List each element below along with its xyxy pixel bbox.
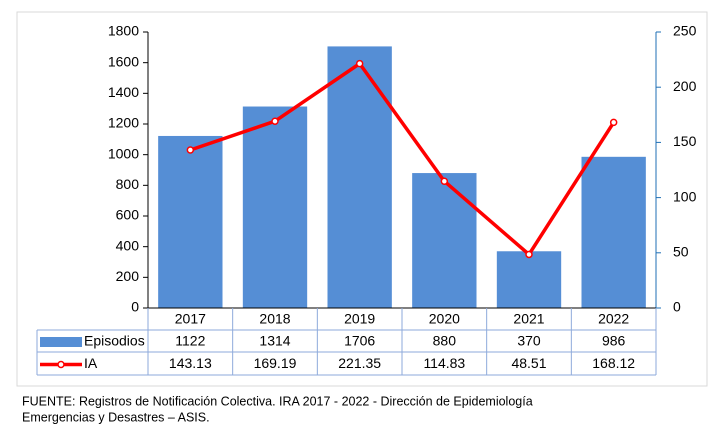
note-line: FUENTE: Registros de Notificación Colect… [22,394,533,408]
legend-swatch [57,360,65,369]
bar [496,251,562,308]
table-value: 880 [433,333,457,349]
table-value: 370 [517,333,541,349]
x-tick-label: 2017 [175,311,206,327]
y2-tick-label: 250 [673,23,697,39]
y-tick-label: 600 [116,207,140,223]
line-marker [609,118,618,127]
table-value: 169.19 [254,355,297,371]
y-tick-label: 1400 [108,84,139,100]
table-value: 48.51 [511,355,546,371]
y-tick-label: 400 [116,237,140,253]
table-value: 114.83 [423,355,465,371]
line-marker [525,250,533,259]
table-value: 221.35 [338,355,381,371]
y2-tick-label: 150 [673,133,697,149]
y-tick-label: 0 [131,299,139,315]
legend-swatch [40,337,82,347]
legend-label: IA [84,355,98,371]
y2-tick-label: 100 [673,188,697,204]
y-tick-label: 1600 [108,53,139,69]
line-marker [440,177,449,185]
y-tick-label: 1200 [108,115,139,131]
x-tick-label: 2019 [344,311,375,327]
line-marker [271,117,279,125]
note-line: Emergencias y Desastres – ASIS. [22,410,210,424]
y-tick-label: 200 [116,268,140,284]
x-tick-label: 2018 [259,311,290,327]
line-marker [186,146,195,154]
bar [327,46,392,309]
table-value: 143.13 [169,355,212,371]
bar [158,135,223,308]
legend-label: Episodios [84,333,145,349]
line-marker [355,59,364,68]
x-tick-label: 2021 [513,311,544,327]
y-tick-label: 800 [116,176,140,192]
table-value: 986 [602,333,626,349]
y-tick-label: 1800 [108,23,139,39]
x-tick-label: 2022 [598,311,629,327]
x-tick-label: 2020 [429,311,460,327]
table-value: 168.12 [592,355,635,371]
bar [412,173,477,308]
bar [581,156,646,308]
y2-tick-label: 200 [673,78,697,94]
table-value: 1314 [259,333,290,349]
y2-tick-label: 50 [673,244,689,260]
y-tick-label: 1000 [108,145,139,161]
y2-tick-label: 0 [673,299,681,315]
line [189,61,616,257]
table-value: 1706 [344,333,375,349]
table-value: 1122 [175,333,205,349]
bar [242,106,308,309]
